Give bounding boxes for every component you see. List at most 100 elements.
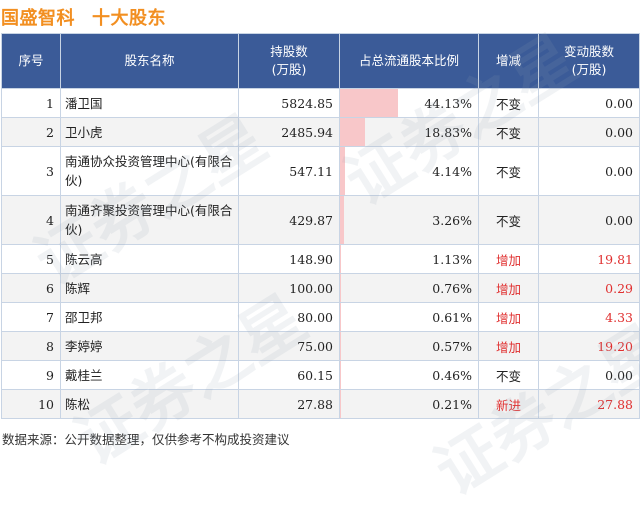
ratio-text: 44.13% [424,96,472,111]
ratio-cell: 3.26% [340,196,479,245]
ratio-bar [340,196,344,244]
row-index: 10 [2,390,61,419]
company-name: 国盛智科 [1,4,75,30]
row-index: 6 [2,274,61,303]
change-type: 不变 [479,118,539,147]
header-change-amount-text: 变动股数 (万股) [564,44,614,77]
change-amount: 27.88 [539,390,640,419]
row-index: 8 [2,332,61,361]
header-shares: 持股数 (万股) [239,34,340,89]
ratio-cell: 0.21% [340,390,479,419]
change-amount: 0.00 [539,118,640,147]
ratio-text: 0.76% [432,281,472,296]
shares-held: 27.88 [239,390,340,419]
shares-held: 547.11 [239,147,340,196]
ratio-text: 4.14% [432,164,472,179]
shareholder-name: 南通协众投资管理中心(有限合伙) [61,147,239,196]
shares-held: 2485.94 [239,118,340,147]
shareholder-name: 陈云高 [61,245,239,274]
ratio-cell: 18.83% [340,118,479,147]
change-type: 不变 [479,361,539,390]
change-type: 不变 [479,196,539,245]
row-index: 7 [2,303,61,332]
ratio-text: 0.61% [432,310,472,325]
ratio-cell: 44.13% [340,89,479,118]
change-type: 增加 [479,274,539,303]
ratio-cell: 0.46% [340,361,479,390]
change-amount: 4.33 [539,303,640,332]
page-title: 十大股东 [92,4,166,30]
shares-held: 148.90 [239,245,340,274]
change-type: 增加 [479,303,539,332]
change-amount: 0.00 [539,196,640,245]
header-ratio: 占总流通股本比例 [340,34,479,89]
ratio-text: 0.21% [432,397,472,412]
change-amount: 0.00 [539,361,640,390]
shares-held: 75.00 [239,332,340,361]
ratio-text: 0.46% [432,368,472,383]
shareholder-table: 序号 股东名称 持股数 (万股) 占总流通股本比例 增减 变动股数 (万股) 1… [1,33,640,419]
ratio-bar [340,332,341,360]
change-amount: 0.29 [539,274,640,303]
ratio-bar [340,147,345,195]
row-index: 3 [2,147,61,196]
change-amount: 19.81 [539,245,640,274]
change-amount: 0.00 [539,89,640,118]
ratio-cell: 1.13% [340,245,479,274]
shares-held: 429.87 [239,196,340,245]
change-amount: 0.00 [539,147,640,196]
shareholder-name: 邵卫邦 [61,303,239,332]
ratio-text: 3.26% [432,213,472,228]
ratio-bar [340,361,341,389]
change-type: 不变 [479,89,539,118]
change-type: 增加 [479,245,539,274]
header-change-type: 增减 [479,34,539,89]
ratio-bar [340,245,341,273]
shareholder-name: 陈松 [61,390,239,419]
ratio-text: 0.57% [432,339,472,354]
ratio-cell: 0.76% [340,274,479,303]
shareholder-name: 南通齐聚投资管理中心(有限合伙) [61,196,239,245]
shares-held: 60.15 [239,361,340,390]
data-source-note: 数据来源：公开数据整理，仅供参考不构成投资建议 [2,429,290,448]
title-bar: 国盛智科 十大股东 [0,0,640,32]
table-header-row: 序号 股东名称 持股数 (万股) 占总流通股本比例 增减 变动股数 (万股) [2,34,640,89]
header-shares-text: 持股数 (万股) [270,44,308,77]
shares-held: 100.00 [239,274,340,303]
change-type: 增加 [479,332,539,361]
shareholder-name: 戴桂兰 [61,361,239,390]
shareholder-name: 李婷婷 [61,332,239,361]
shareholder-name: 潘卫国 [61,89,239,118]
row-index: 9 [2,361,61,390]
ratio-cell: 0.61% [340,303,479,332]
ratio-bar [340,274,341,302]
header-change-amount: 变动股数 (万股) [539,34,640,89]
ratio-text: 1.13% [432,252,472,267]
ratio-bar [340,118,365,146]
change-type: 不变 [479,147,539,196]
shares-held: 80.00 [239,303,340,332]
row-index: 4 [2,196,61,245]
row-index: 5 [2,245,61,274]
shares-held: 5824.85 [239,89,340,118]
ratio-bar [340,89,398,117]
change-type: 新进 [479,390,539,419]
ratio-text: 18.83% [424,125,472,140]
ratio-cell: 4.14% [340,147,479,196]
shareholder-name: 卫小虎 [61,118,239,147]
ratio-bar [340,303,341,331]
row-index: 1 [2,89,61,118]
header-name: 股东名称 [61,34,239,89]
change-amount: 19.20 [539,332,640,361]
